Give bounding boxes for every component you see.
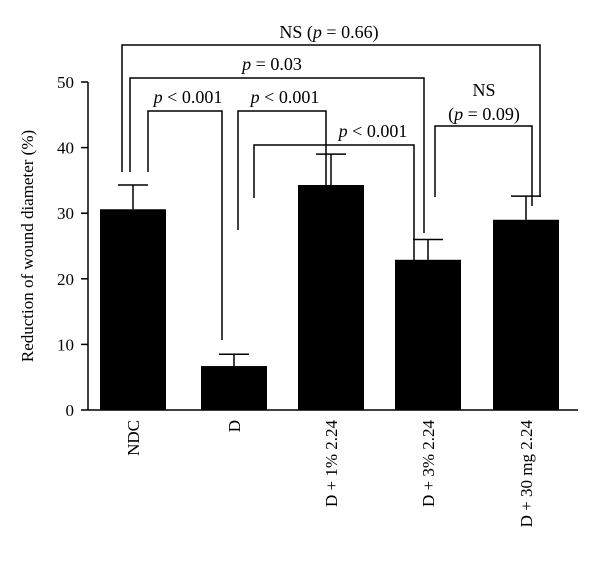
significance-label-part: p <box>452 104 463 124</box>
category-labels: NDC D D + 1% 2.24 D + 3% 2.24 D + 30 mg 2.24 <box>124 420 536 528</box>
bars <box>100 184 559 410</box>
significance-label-part: < 0.001 <box>348 121 408 141</box>
y-tick-label: 30 <box>57 204 74 223</box>
y-ticks: 0 10 20 30 40 50 <box>57 73 88 420</box>
significance-bracket <box>253 144 415 340</box>
significance-bracket <box>237 110 327 340</box>
y-tick-label: 40 <box>57 139 74 158</box>
x-tick-label: D + 30 mg 2.24 <box>517 420 536 528</box>
significance-label-part: NS <box>472 80 495 100</box>
significance-label: p < 0.001 <box>152 87 223 107</box>
significance-label-part: p <box>240 54 251 74</box>
bar <box>395 259 461 410</box>
significance-label-part: = 0.09) <box>463 104 520 125</box>
significance-label-part: ( <box>448 104 454 125</box>
significance-label: NS (p = 0.66) <box>279 22 378 43</box>
significance-label: NS (p = 0.09) <box>448 80 520 125</box>
bar <box>493 219 559 410</box>
significance-label-part: = 0.03 <box>251 54 302 74</box>
significance-label: p < 0.001 <box>337 121 408 141</box>
error-bars <box>118 153 541 367</box>
x-tick-label: D + 1% 2.24 <box>322 420 341 508</box>
x-tick-label: D <box>225 420 244 432</box>
significance-brackets: NS (p = 0.66)p = 0.03p < 0.001 p < 0.001p… <box>121 22 541 340</box>
y-axis-label: Reduction of wound diameter (%) <box>18 130 37 362</box>
y-tick-label: 0 <box>66 401 75 420</box>
significance-bracket <box>121 44 541 197</box>
y-tick-label: 10 <box>57 335 74 354</box>
significance-label-part: p <box>311 22 322 42</box>
significance-label-part: NS ( <box>279 22 313 43</box>
x-tick-label: D + 3% 2.24 <box>419 420 438 508</box>
y-tick-label: 20 <box>57 270 74 289</box>
significance-bracket <box>434 125 533 206</box>
significance-label: p < 0.001 <box>249 87 320 107</box>
significance-label-part: p <box>249 87 260 107</box>
significance-label-part: = 0.66) <box>322 22 379 43</box>
y-tick-label: 50 <box>57 73 74 92</box>
significance-label: p = 0.03 <box>240 54 302 74</box>
x-tick-label: NDC <box>124 420 143 456</box>
bar <box>298 184 364 410</box>
significance-bracket <box>147 110 223 340</box>
significance-label-part: < 0.001 <box>163 87 223 107</box>
significance-label-part: p <box>337 121 348 141</box>
significance-label-part: p <box>152 87 163 107</box>
bar <box>100 209 166 410</box>
bar <box>201 366 267 410</box>
significance-bracket <box>129 77 425 233</box>
significance-label-part: < 0.001 <box>260 87 320 107</box>
